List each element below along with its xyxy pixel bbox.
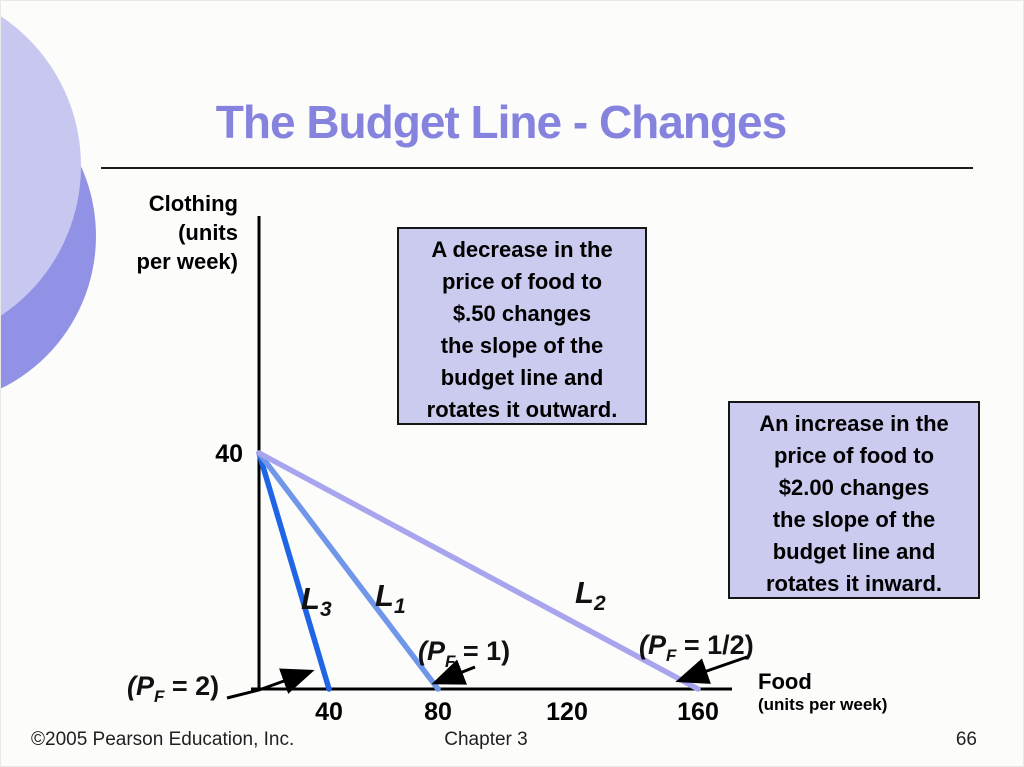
title-divider [101,167,973,169]
price-label-L3: (PF = 2) [127,671,219,706]
callout-price-decrease: A decrease in the price of food to $.50 … [397,227,647,425]
y-axis-label-line: Clothing [148,191,238,216]
x-tick-label-80: 80 [424,698,452,726]
page-title: The Budget Line - Changes [215,96,787,148]
budget-line-L1 [256,450,441,692]
annotation-arrow-L1 [431,659,476,685]
footer-copyright: ©2005 Pearson Education, Inc. [31,729,295,750]
footer-chapter: Chapter 3 [444,729,528,750]
line-label-L1: L1 [375,578,406,618]
price-label-L2: (PF = 1/2) [639,630,754,665]
x-tick-label-40: 40 [315,698,343,726]
y-tick-label-40: 40 [215,440,243,468]
callout-price-increase: An increase in the price of food to $2.0… [728,401,980,599]
budget-line-L3 [256,450,332,692]
price-label-L1: (PF = 1) [418,636,510,671]
x-axis-label: Food (units per week) [758,669,887,715]
x-tick-label-120: 120 [546,698,588,726]
annotation-arrow-L2 [675,655,748,684]
y-axis-label: Clothing (units per week) [41,189,239,276]
footer-page-number: 66 [955,729,977,750]
line-label-L3: L3 [301,581,332,621]
y-axis-label-line: per week) [136,249,239,274]
x-axis-label-line: Food [758,669,812,694]
line-label-L2: L2 [575,575,606,615]
budget-line-L2 [256,450,701,692]
annotation-arrow-L3 [226,668,315,700]
y-axis-label-line: (units [178,220,238,245]
x-tick-label-160: 160 [677,698,719,726]
x-axis-label-line: (units per week) [758,695,888,714]
